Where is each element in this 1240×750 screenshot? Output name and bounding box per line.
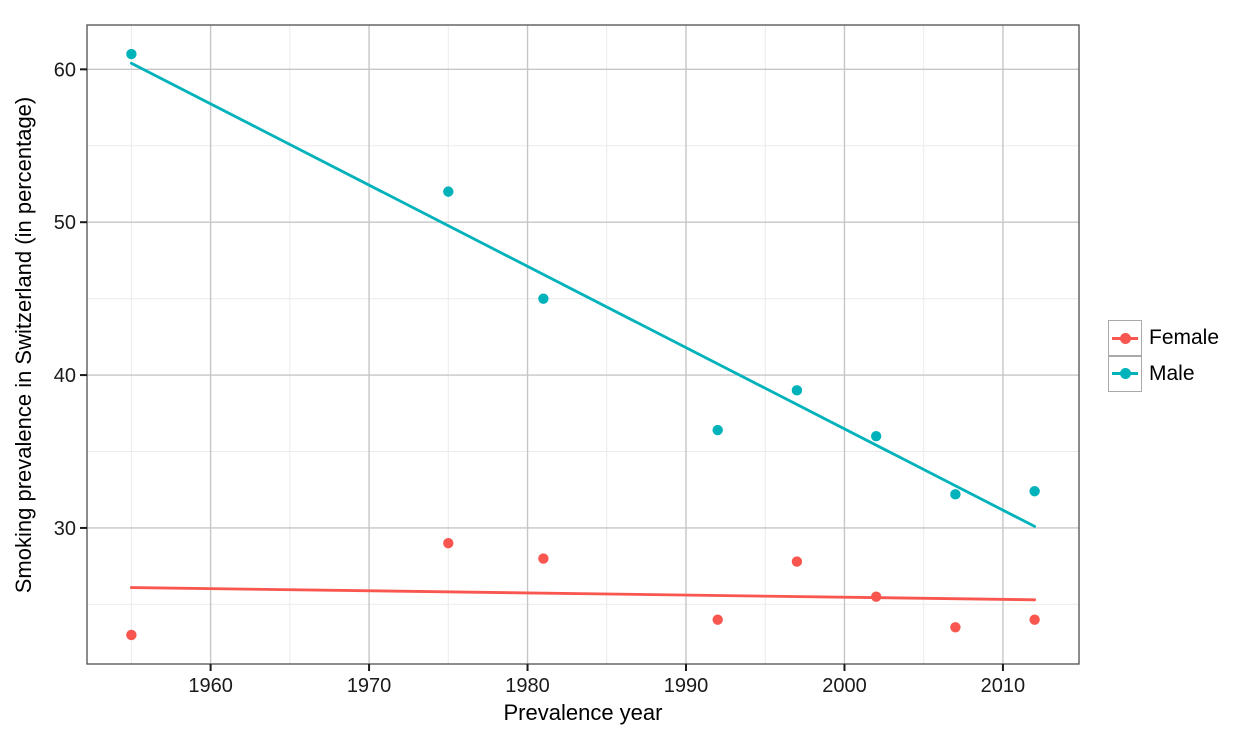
data-point-male — [870, 431, 882, 442]
x-axis-title: Prevalence year — [503, 700, 663, 725]
y-tick-label: 40 — [54, 365, 76, 387]
x-tick-label: 1980 — [505, 675, 550, 697]
data-point-male — [791, 385, 803, 396]
trend-line-female — [129, 586, 1037, 602]
data-point-female — [870, 591, 882, 602]
legend-label-male: Male — [1149, 362, 1195, 385]
x-tick-label: 1960 — [188, 675, 233, 697]
data-point-male — [712, 424, 723, 436]
legend-item-female: Female — [1108, 320, 1219, 356]
y-tick-label: 60 — [54, 59, 76, 81]
y-tick-label: 30 — [54, 518, 76, 540]
legend-key-female — [1108, 320, 1142, 356]
y-tick-label: 50 — [54, 212, 76, 234]
x-tick-label: 1970 — [347, 675, 392, 697]
data-point-male — [1029, 486, 1040, 497]
data-point-female — [791, 556, 803, 567]
y-axis-title: Smoking prevalence in Switzerland (in pe… — [11, 96, 36, 594]
data-point-female — [950, 622, 961, 633]
x-tick-label: 2010 — [981, 675, 1026, 697]
legend-item-male: Male — [1108, 355, 1219, 392]
legend-key-male — [1108, 355, 1142, 392]
data-point-female — [1029, 614, 1040, 625]
trend-line-male — [129, 61, 1037, 528]
x-tick-label: 1990 — [664, 675, 709, 697]
data-point-male — [443, 186, 454, 197]
data-point-female — [712, 614, 723, 625]
data-point-female — [538, 553, 549, 564]
data-point-male — [538, 293, 549, 304]
data-point-male — [950, 489, 961, 500]
data-point-male — [126, 48, 137, 60]
legend-label-female: Female — [1149, 326, 1220, 349]
data-point-female — [443, 538, 454, 549]
panel-border — [86, 24, 1080, 665]
female-point-swatch — [1119, 332, 1131, 344]
legend: Female Male — [1108, 320, 1219, 392]
male-point-swatch — [1119, 368, 1131, 379]
data-point-female — [126, 629, 137, 641]
x-tick-label: 2000 — [822, 675, 867, 697]
